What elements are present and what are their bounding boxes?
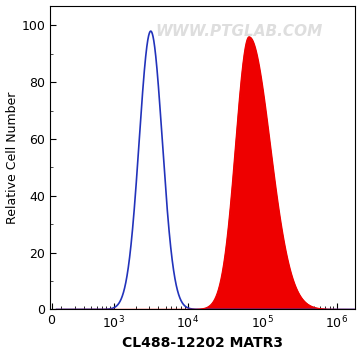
Y-axis label: Relative Cell Number: Relative Cell Number — [5, 91, 18, 224]
Text: WWW.PTGLAB.COM: WWW.PTGLAB.COM — [156, 24, 323, 39]
X-axis label: CL488-12202 MATR3: CL488-12202 MATR3 — [122, 336, 283, 350]
